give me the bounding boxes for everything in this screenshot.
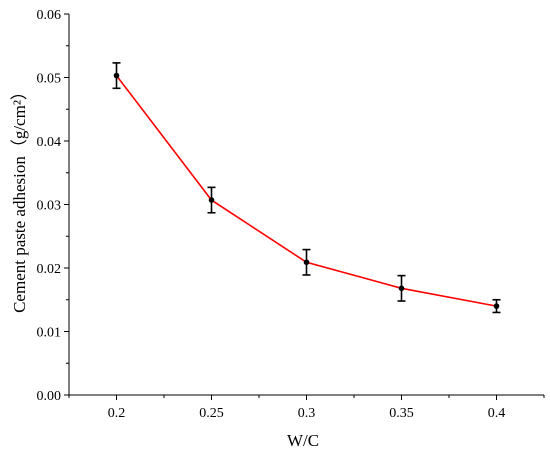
- y-tick-label: 0.00: [37, 389, 62, 404]
- data-point: [113, 72, 120, 79]
- x-tick-label: 0.4: [488, 406, 506, 421]
- data-point: [493, 303, 500, 309]
- y-tick-label: 0.03: [37, 199, 62, 214]
- x-tick-label: 0.3: [298, 406, 316, 421]
- data-point: [398, 285, 405, 292]
- y-axis-title: Cement paste adhesion（g/cm²）: [10, 83, 29, 313]
- y-tick-label: 0.04: [37, 135, 62, 150]
- plot-area: [112, 62, 501, 314]
- data-point: [208, 197, 215, 203]
- x-tick-label: 0.25: [199, 406, 224, 421]
- x-tick-label: 0.2: [108, 406, 126, 421]
- x-axis: 0.2 0.25 0.3 0.35 0.4: [68, 394, 545, 421]
- x-tick-label: 0.35: [389, 406, 414, 421]
- y-axis: 0.00 0.01 0.02 0.03 0.04 0.05 0.06: [37, 8, 70, 404]
- x-axis-title: W/C: [287, 431, 319, 450]
- y-tick-label: 0.06: [37, 8, 62, 23]
- y-tick-label: 0.02: [37, 262, 62, 277]
- y-tick-label: 0.05: [37, 72, 62, 87]
- y-tick-label: 0.01: [37, 326, 62, 341]
- data-point: [303, 259, 310, 266]
